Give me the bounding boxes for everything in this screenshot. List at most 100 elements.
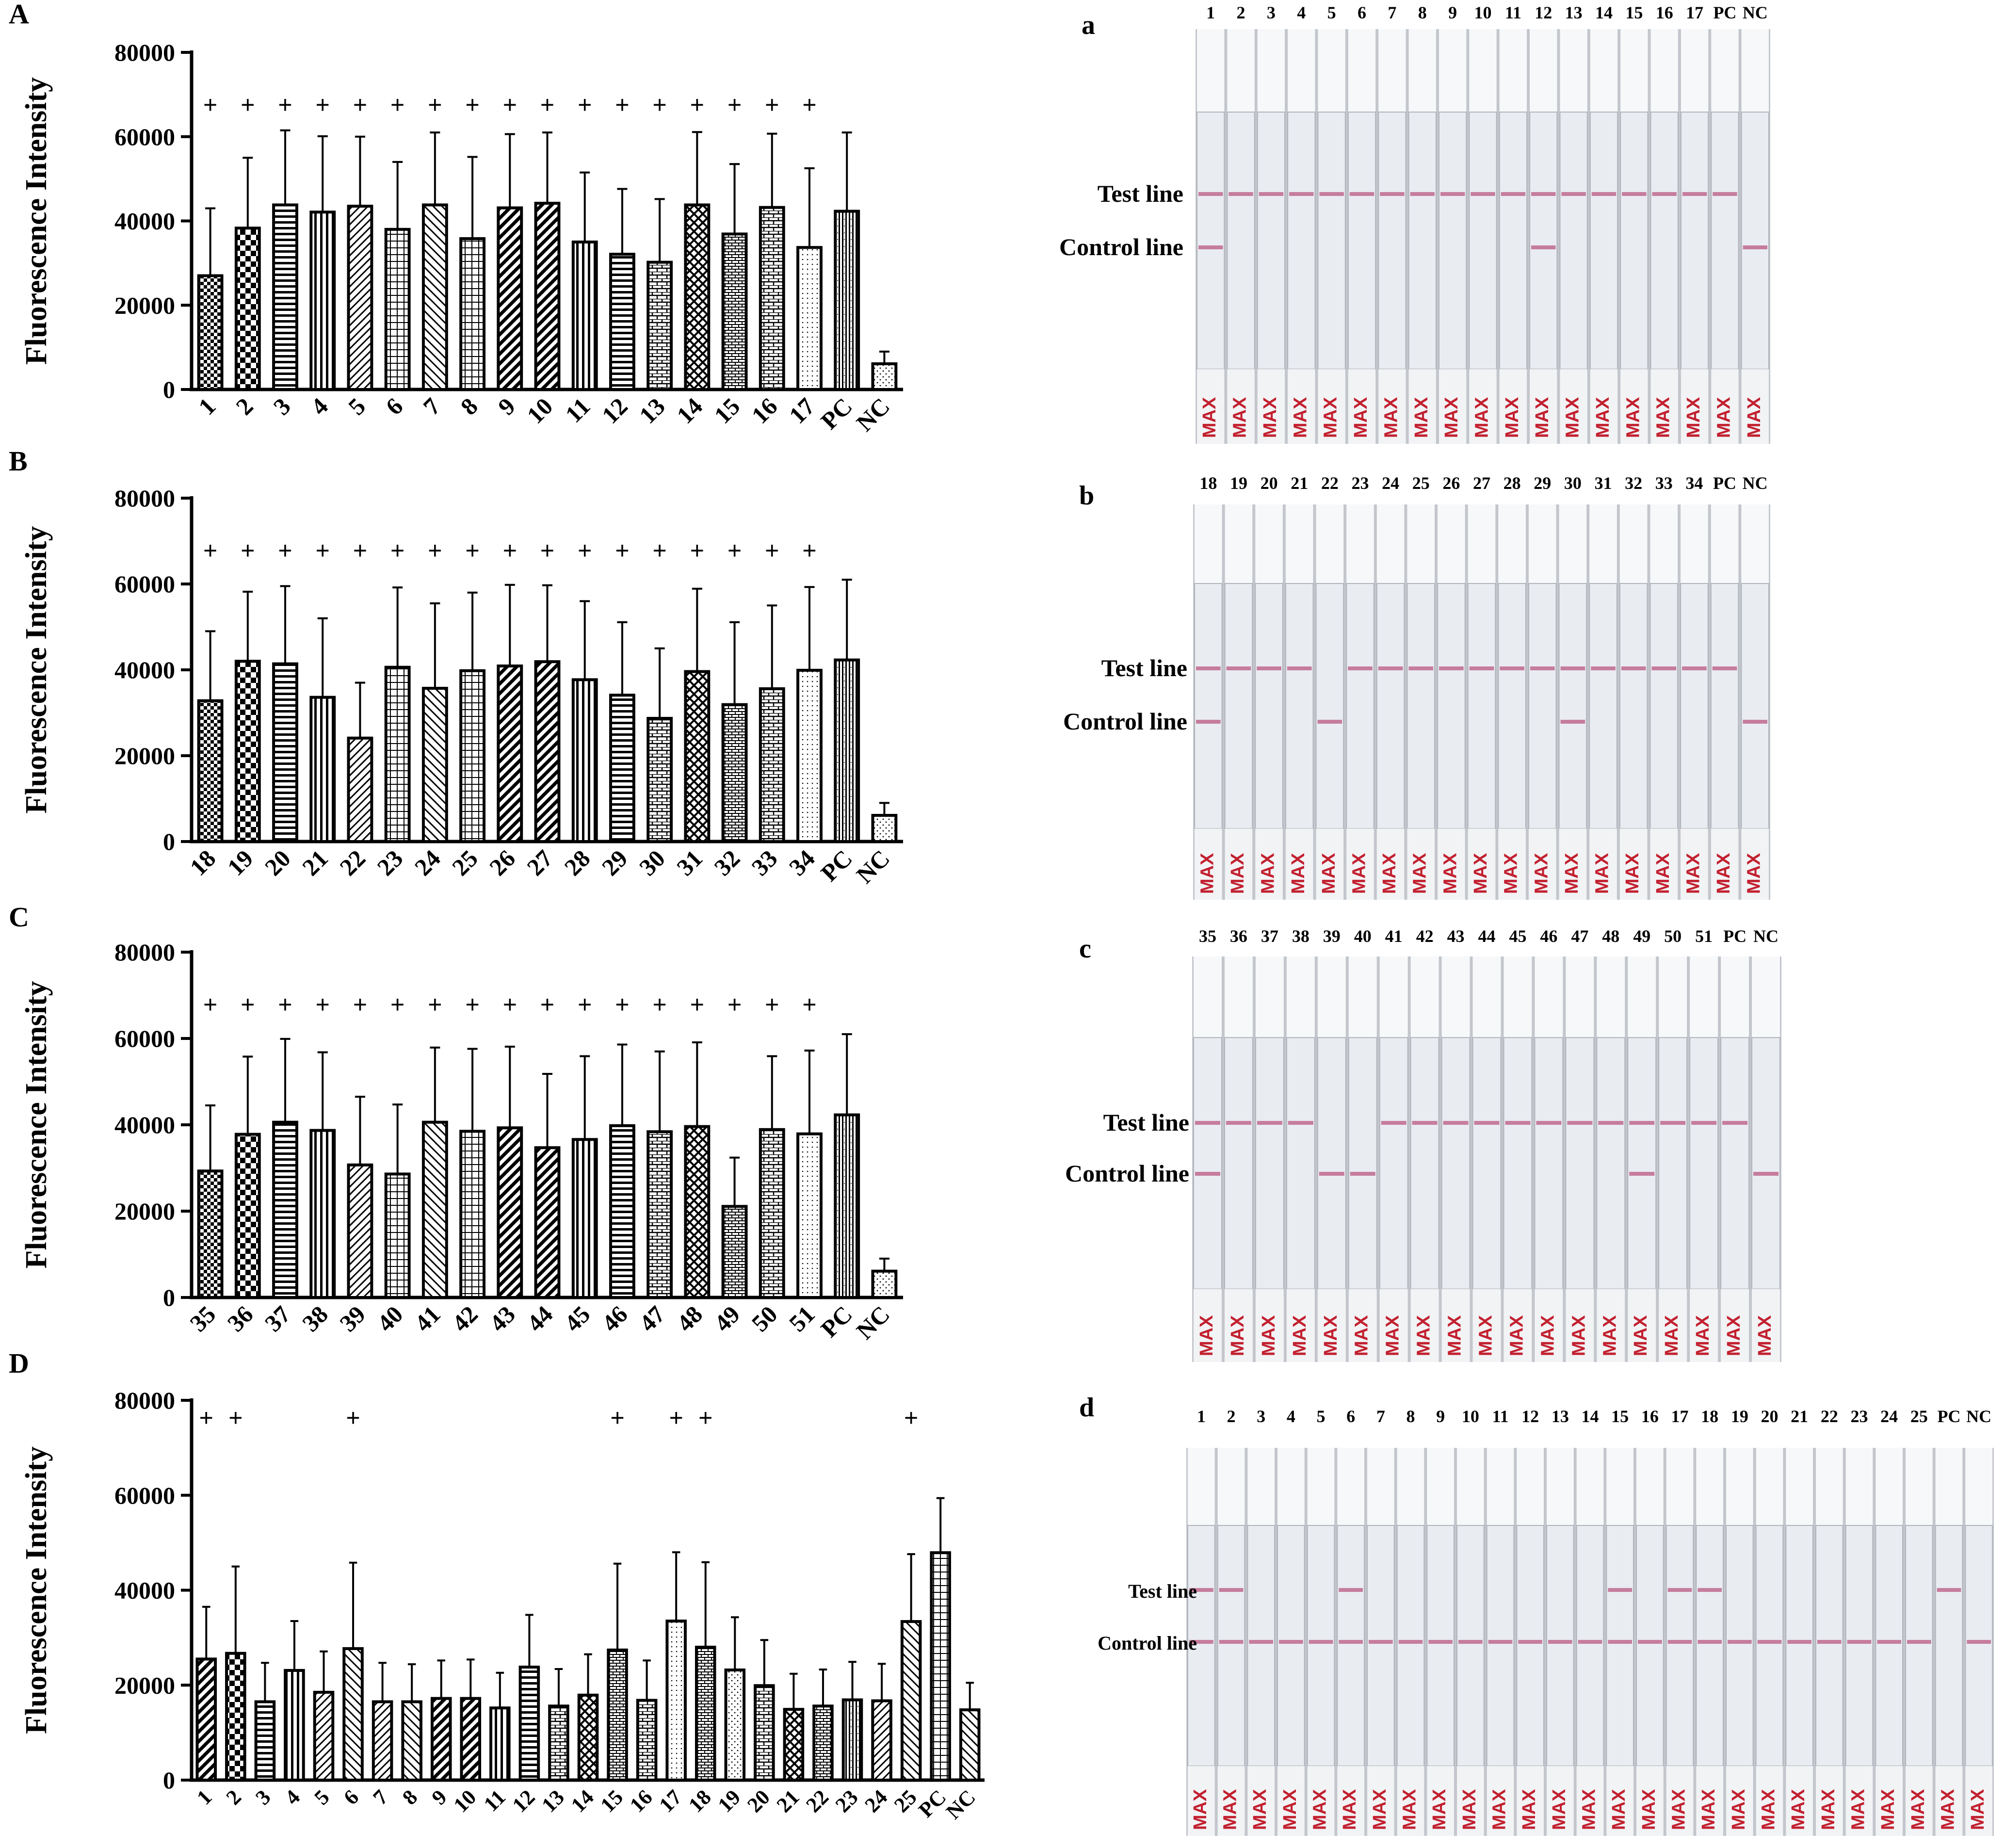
strip-body	[1346, 583, 1374, 829]
bar	[234, 227, 261, 391]
strip-body	[1467, 583, 1496, 829]
test-band	[1698, 1588, 1722, 1592]
test-strip: MAX	[1224, 504, 1253, 900]
strip-brand-text: MAX	[1441, 397, 1462, 438]
strip-handle	[1576, 1766, 1604, 1836]
positive-marker: +	[765, 537, 779, 564]
strip-body	[1348, 1037, 1377, 1290]
lane-label: 49	[1633, 926, 1650, 946]
y-tick-label: 80000	[114, 939, 175, 966]
strip-brand-text: MAX	[1878, 1789, 1898, 1830]
strip-body	[1815, 1525, 1843, 1767]
positive-marker: +	[465, 537, 479, 564]
sample-pad	[1566, 956, 1594, 1038]
sample-pad	[1816, 1448, 1843, 1525]
lane-label: 35	[1199, 926, 1216, 946]
strip-handle	[1195, 828, 1222, 900]
strip-handle	[1876, 1766, 1903, 1836]
control-band	[1560, 720, 1585, 724]
sample-pad	[1457, 1448, 1484, 1525]
sample-pad	[1906, 1448, 1933, 1525]
lane-label: 5	[1317, 1407, 1326, 1426]
test-strip: MAX	[1227, 29, 1255, 444]
lane-label: 1	[1197, 1407, 1206, 1426]
sample-pad	[1439, 29, 1467, 112]
strip-handle	[1469, 369, 1497, 444]
x-tick-label: 12	[508, 1785, 540, 1817]
test-band	[1501, 192, 1526, 196]
x-tick-label: 50	[746, 1300, 783, 1337]
sample-pad	[1628, 956, 1656, 1038]
strip-body	[1720, 1037, 1750, 1290]
control-band	[1757, 1640, 1782, 1644]
control-band	[1488, 1640, 1513, 1644]
strip-brand-text: MAX	[1476, 1315, 1496, 1356]
strip-body	[1472, 1037, 1502, 1290]
strip-brand-text: MAX	[1280, 1789, 1300, 1830]
sample-pad	[1408, 29, 1436, 112]
strip-brand-text: MAX	[1228, 1315, 1248, 1356]
sample-pad	[1227, 29, 1255, 112]
strip-handle	[1756, 1766, 1783, 1836]
lane-label: 5	[1327, 3, 1336, 22]
test-strip: MAX	[1875, 1448, 1903, 1836]
control-band	[1369, 1640, 1393, 1644]
test-strip: MAX	[1680, 29, 1709, 444]
bar	[930, 1551, 951, 1782]
test-band	[1189, 1588, 1213, 1592]
lane-label: 7	[1376, 1407, 1385, 1426]
sample-pad	[1965, 1448, 1992, 1525]
strip-handle	[1257, 369, 1285, 444]
strip-brand-text: MAX	[1319, 853, 1339, 894]
lane-label: 51	[1695, 926, 1713, 946]
strip-body	[1680, 112, 1709, 370]
x-tick-label: 4	[306, 392, 333, 420]
bar	[577, 1693, 599, 1782]
lane-label: NC	[1753, 926, 1779, 946]
strip-handle	[1690, 1289, 1718, 1362]
strip-body	[1503, 1037, 1533, 1290]
positive-marker: +	[278, 537, 292, 564]
positive-marker: +	[503, 537, 517, 564]
positive-marker: +	[316, 991, 330, 1018]
lane-label: 6	[1358, 3, 1366, 22]
strip-photos: a 1 MAX 2 MAX 3 MAX 4 MAX 5 MAX 6 MAX 7 MAX 8 MAX 9 MAX 10 M…	[1059, 3, 1994, 1836]
lane-label: 19	[1731, 1407, 1748, 1426]
sample-pad	[1367, 1448, 1394, 1525]
bar	[234, 1133, 261, 1299]
bar	[347, 1163, 373, 1299]
control-line-label: Control line	[1098, 1632, 1197, 1654]
test-strip: MAX	[1379, 956, 1408, 1362]
strip-brand-text: MAX	[1744, 397, 1764, 438]
y-tick-label: 80000	[114, 39, 175, 66]
sample-pad	[1620, 29, 1648, 112]
control-band	[1196, 720, 1221, 724]
strip-handle	[1650, 828, 1678, 900]
test-band	[1713, 192, 1737, 196]
test-band	[1660, 1121, 1686, 1125]
sample-pad	[1379, 956, 1408, 1038]
strip-body	[1665, 1525, 1694, 1767]
strip-handle	[1487, 1766, 1514, 1836]
bar-chart-D: D Fluorescence Intensity 0 20000 40000 60000 8…	[9, 1347, 985, 1824]
sample-pad	[1397, 1448, 1424, 1525]
strip-handle	[1530, 369, 1557, 444]
test-band	[1229, 192, 1253, 196]
strip-brand-text: MAX	[1592, 853, 1613, 894]
sample-pad	[1438, 504, 1465, 584]
strip-handle	[1247, 1766, 1275, 1836]
test-band	[1722, 1121, 1748, 1125]
lane-label: 9	[1436, 1407, 1445, 1426]
lane-label: 14	[1582, 1407, 1599, 1426]
bar	[871, 1269, 898, 1299]
strip-brand-text: MAX	[1714, 853, 1734, 894]
lane-label: 21	[1291, 473, 1308, 493]
sample-pad	[1619, 504, 1648, 584]
strip-body	[1649, 583, 1679, 829]
strip-handle	[1468, 828, 1496, 900]
strip-handle	[1346, 828, 1374, 900]
strip-body	[1516, 1525, 1544, 1767]
lane-label: 10	[1474, 3, 1492, 22]
strip-brand-text: MAX	[1568, 1315, 1589, 1356]
lane-label: 21	[1791, 1407, 1808, 1426]
